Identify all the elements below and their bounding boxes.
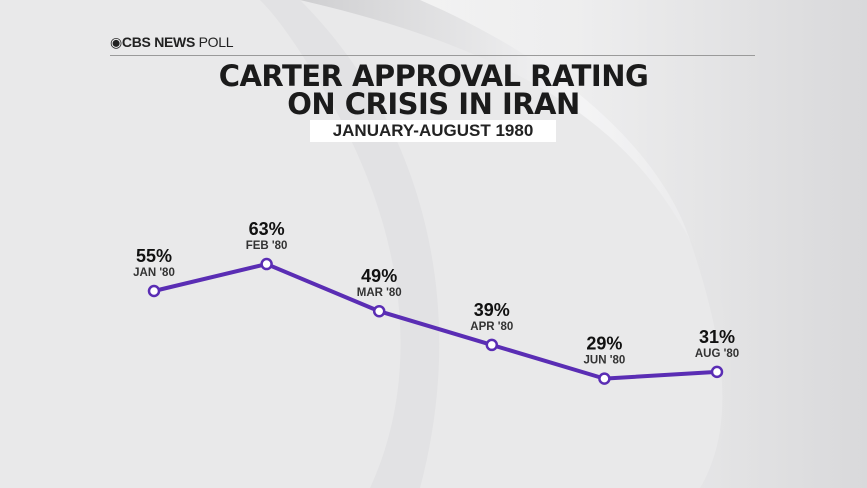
brand-logo: CBS [121, 34, 151, 50]
brand-suffix: POLL [198, 34, 234, 50]
category-label: MAR '80 [357, 287, 402, 299]
header-divider [110, 55, 755, 56]
category-label: FEB '80 [246, 240, 288, 252]
series-line [153, 262, 718, 381]
cbs-eye-icon: ◉ [110, 34, 122, 50]
title-line-1: CARTER APPROVAL RATING [218, 59, 649, 93]
data-label: 29% [586, 334, 622, 354]
title-line-2: ON CRISIS IN IRAN [287, 87, 580, 121]
category-label: JAN '80 [133, 267, 175, 279]
data-label: 31% [699, 327, 735, 347]
data-label: 49% [361, 266, 397, 286]
category-label: AUG '80 [695, 348, 739, 360]
data-label: 63% [249, 219, 285, 239]
category-label: JUN '80 [584, 355, 626, 367]
data-label: 39% [474, 300, 510, 320]
brand-name: NEWS [154, 34, 195, 50]
data-point [485, 338, 499, 352]
data-point [598, 372, 611, 385]
data-label: 55% [136, 246, 172, 266]
data-point [147, 284, 161, 298]
chart-title: CARTER APPROVAL RATING ON CRISIS IN IRAN [0, 59, 867, 121]
chart-subtitle: JANUARY-AUGUST 1980 [310, 120, 556, 142]
data-point [372, 304, 386, 318]
data-point [710, 365, 724, 379]
category-label: APR '80 [470, 321, 513, 333]
data-point [260, 257, 273, 271]
cbs-news-poll-logo: ◉CBS NEWS POLL [110, 34, 233, 51]
